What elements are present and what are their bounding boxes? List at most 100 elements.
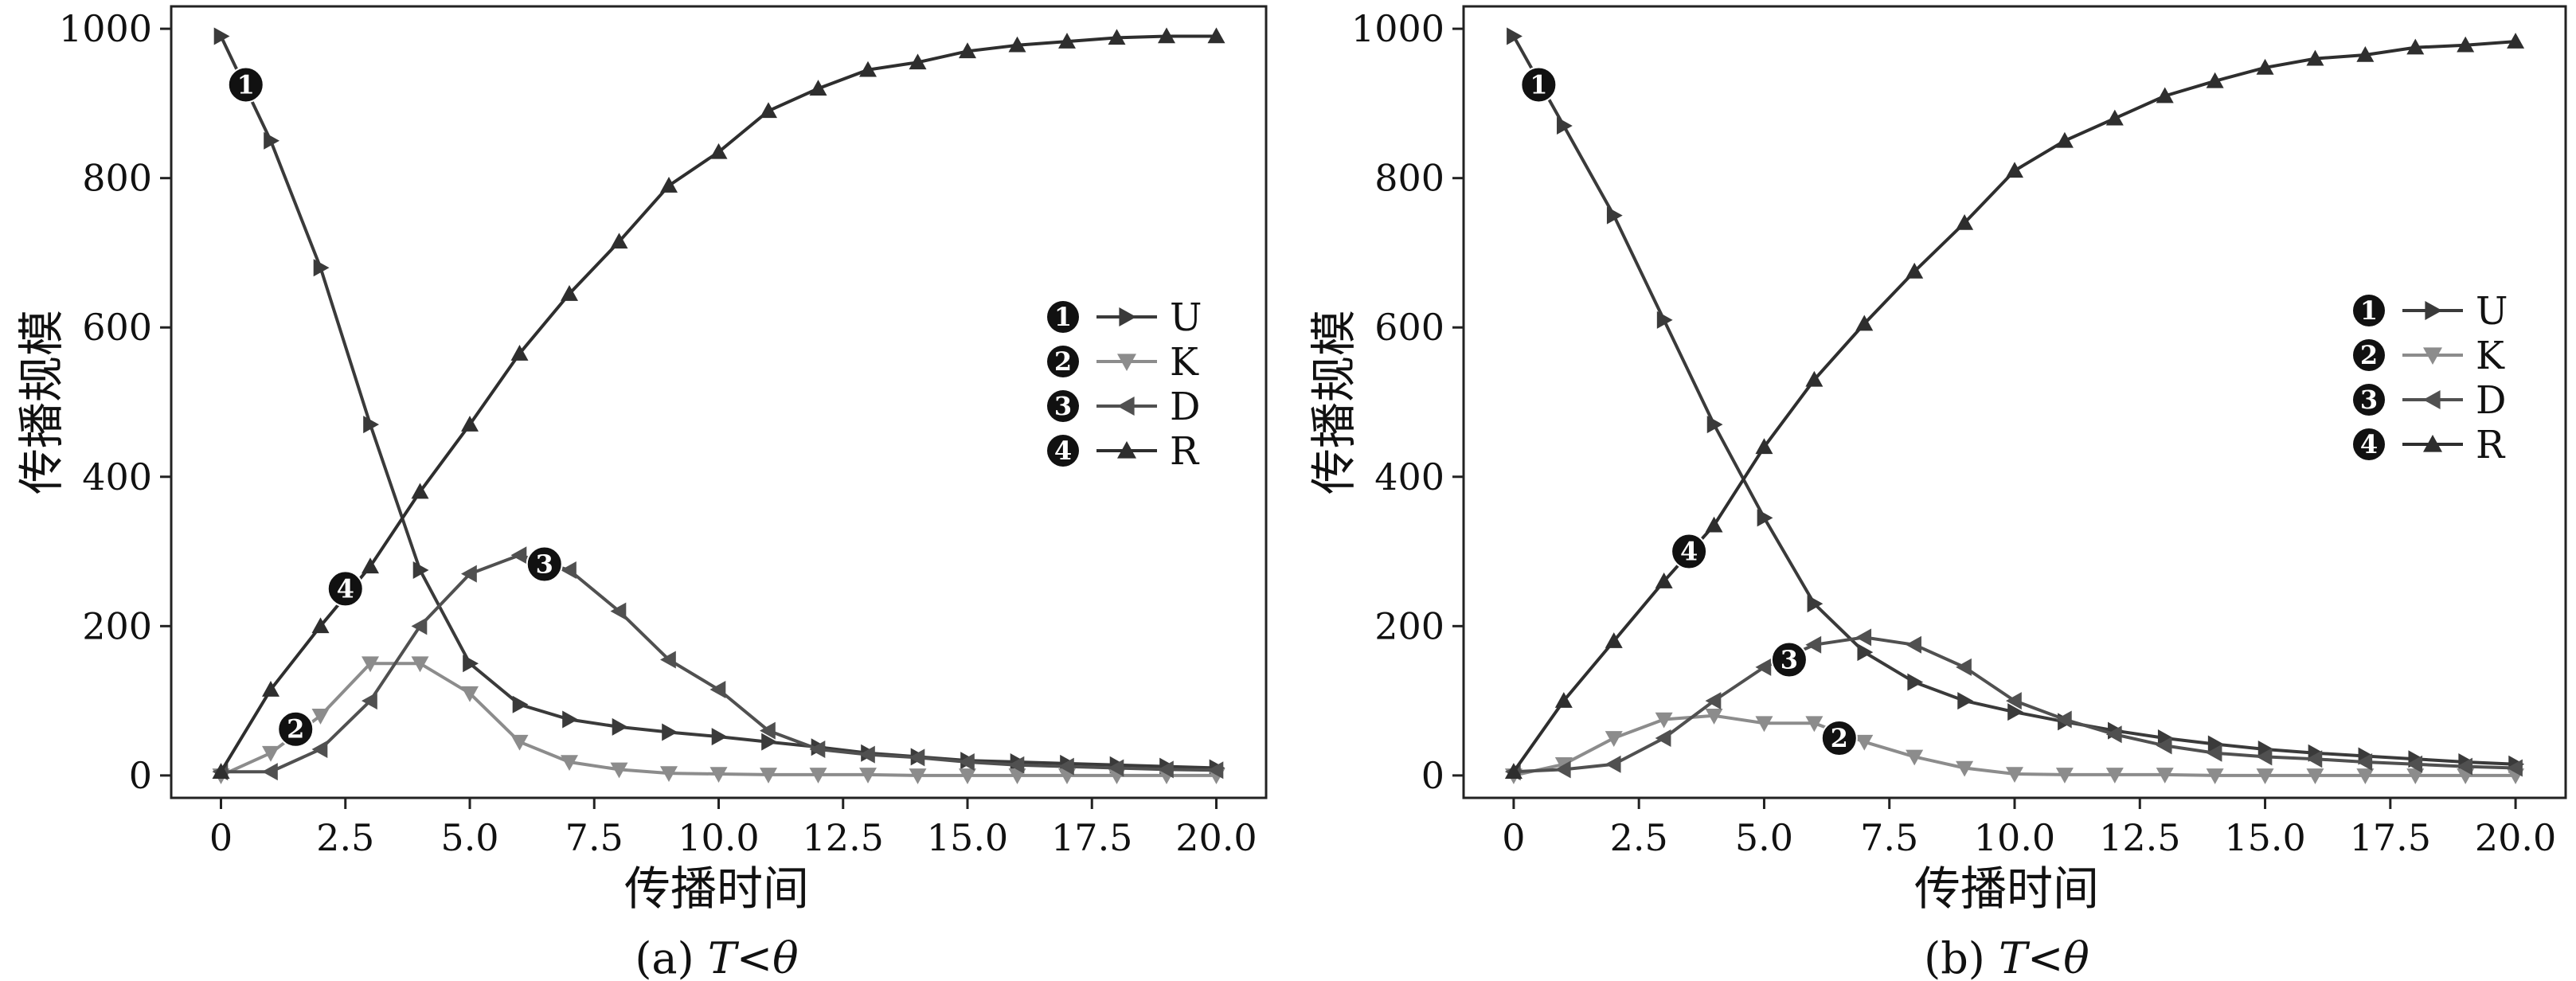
panel-a-curve-marker-label-4: 4 xyxy=(337,573,354,604)
panel-a-legend-number-badge xyxy=(1047,435,1079,467)
panel-b-curve-marker-1 xyxy=(1520,66,1558,104)
panel-b-legend-number: 2 xyxy=(2360,340,2378,370)
panel-b-point-K xyxy=(2206,768,2224,784)
panel-b-point-D xyxy=(1805,635,1822,654)
panel-a-point-R xyxy=(959,42,976,59)
panel-a-point-R xyxy=(1108,29,1126,45)
panel-a-point-K xyxy=(809,768,827,784)
panel-b-point-R xyxy=(2006,162,2023,178)
panel-b-legend-number-badge xyxy=(2353,384,2385,416)
panel-b-x-tick-label: 15.0 xyxy=(2224,816,2305,859)
panel-a-point-U xyxy=(264,131,279,150)
panel-b-point-K xyxy=(1655,712,1673,729)
panel-a-y-tick-label: 200 xyxy=(82,604,152,647)
panel-b-legend-label-K: K xyxy=(2476,334,2505,378)
panel-a-legend-number: 1 xyxy=(1054,302,1072,332)
panel-b-legend-number: 3 xyxy=(2360,385,2378,415)
panel-a-legend-number: 3 xyxy=(1054,391,1072,421)
panel-b-point-K xyxy=(1755,716,1773,733)
panel-a-point-K xyxy=(610,762,628,779)
panel-a-point-U xyxy=(711,728,728,746)
panel-a-point-D xyxy=(709,681,726,699)
panel-a-x-tick-label: 17.5 xyxy=(1051,816,1132,859)
panel-b-legend-marker-R xyxy=(2423,435,2442,452)
panel-b-point-R xyxy=(1805,370,1824,387)
panel-b-point-D xyxy=(2156,737,2172,755)
panel-a-point-D xyxy=(909,748,925,767)
panel-a-point-K xyxy=(461,686,479,702)
panel-a-point-D xyxy=(859,745,875,764)
panel-a-legend-marker-K xyxy=(1117,354,1136,371)
panel-b-curve-marker-label-4: 4 xyxy=(1680,537,1698,567)
panel-a-point-K xyxy=(561,755,578,771)
panel-a-legend-marker-U xyxy=(1119,307,1136,326)
panel-b-chart: 0 2.5 5.0 7.5 10.0 12.5 15.0 17.5 20.0 0 200 400 600… xyxy=(1307,5,2567,916)
panel-a-point-D xyxy=(311,741,328,759)
panel-b-point-U xyxy=(1807,595,1824,613)
panel-b-point-R xyxy=(2105,109,2124,126)
panel-b-point-R xyxy=(2457,36,2475,53)
panel-b-point-K xyxy=(1855,734,1874,751)
panel-b-point-K xyxy=(1906,749,1924,766)
panel-a-point-K xyxy=(959,768,976,784)
panel-b-point-R xyxy=(1906,262,1924,279)
panel-a-point-D xyxy=(660,651,676,669)
panel-b-point-R xyxy=(1855,315,1874,331)
panel-b-point-R xyxy=(2356,45,2375,62)
panel-a-legend-number: 2 xyxy=(1054,346,1072,377)
panel-b-point-D xyxy=(2256,748,2273,766)
panel-a-x-tick-label: 0 xyxy=(209,816,233,859)
panel-b-point-R xyxy=(1504,763,1523,779)
panel-b-legend-number: 4 xyxy=(2360,429,2378,459)
panel-b-point-R xyxy=(1705,516,1723,533)
panel-a-point-K xyxy=(909,768,927,784)
panel-b-legend-label-U: U xyxy=(2476,289,2508,334)
panel-a-point-D xyxy=(561,561,577,579)
panel-b-point-R xyxy=(2306,49,2324,66)
panel-a-point-R xyxy=(212,763,230,779)
panel-a-point-R xyxy=(610,233,628,249)
panel-b-point-U xyxy=(1757,509,1773,527)
panel-a-x-tick-label: 15.0 xyxy=(927,816,1008,859)
panel-a-point-R xyxy=(760,102,777,119)
panel-a-y-tick-label: 800 xyxy=(82,157,152,200)
panel-b-point-R xyxy=(2406,38,2425,55)
panel-b-y-tick-label: 200 xyxy=(1374,604,1444,647)
panel-b-legend-marker-D xyxy=(2423,390,2441,409)
panel-a-point-R xyxy=(1207,27,1225,44)
panel-b-point-D xyxy=(1906,635,1921,654)
panel-a-point-R xyxy=(660,177,678,193)
panel-a-legend-number: 4 xyxy=(1054,436,1072,466)
panel-a-plot-frame xyxy=(170,5,1268,799)
panel-b-x-tick-label: 10.0 xyxy=(1974,816,2055,859)
panel-a-curve-marker-label-3: 3 xyxy=(536,549,553,579)
panel-b-point-R xyxy=(2055,131,2074,148)
panel-b-x-tick-label: 20.0 xyxy=(2475,816,2556,859)
panel-a-point-U xyxy=(761,733,777,751)
panel-a-y-tick-label: 1000 xyxy=(59,7,152,50)
panel-a-curve-marker-3 xyxy=(526,545,563,583)
panel-b-point-D xyxy=(2105,725,2122,744)
panel-b-point-K xyxy=(1805,716,1824,733)
panel-a-point-D xyxy=(1008,756,1025,774)
panel-b-legend-label-R: R xyxy=(2476,423,2506,467)
panel-a-caption: (a) T<θ xyxy=(635,933,798,981)
panel-b-x-tick-label: 17.5 xyxy=(2350,816,2431,859)
panel-b-curve-marker-label-2: 2 xyxy=(1831,723,1848,753)
panel-a-point-K xyxy=(709,767,728,783)
panel-a-x-tick-label: 7.5 xyxy=(565,816,623,859)
panel-b-point-K xyxy=(2256,768,2274,784)
panel-a-legend-label-K: K xyxy=(1170,340,1199,385)
panel-b-point-K xyxy=(1956,760,1974,777)
panel-b-point-D xyxy=(1605,755,1621,773)
panel-a-x-tick-label: 10.0 xyxy=(678,816,759,859)
panel-b-curve-marker-4 xyxy=(1671,533,1708,570)
panel-b-curve-marker-label-3: 3 xyxy=(1781,645,1798,675)
panel-b-curve-marker-label-1: 1 xyxy=(1530,69,1547,100)
panel-a-point-D xyxy=(1207,761,1224,780)
panel-a-point-D xyxy=(510,546,527,565)
panel-b-point-K xyxy=(2306,768,2324,784)
panel-a-point-U xyxy=(662,723,678,741)
panel-b-point-U xyxy=(1957,692,1974,710)
